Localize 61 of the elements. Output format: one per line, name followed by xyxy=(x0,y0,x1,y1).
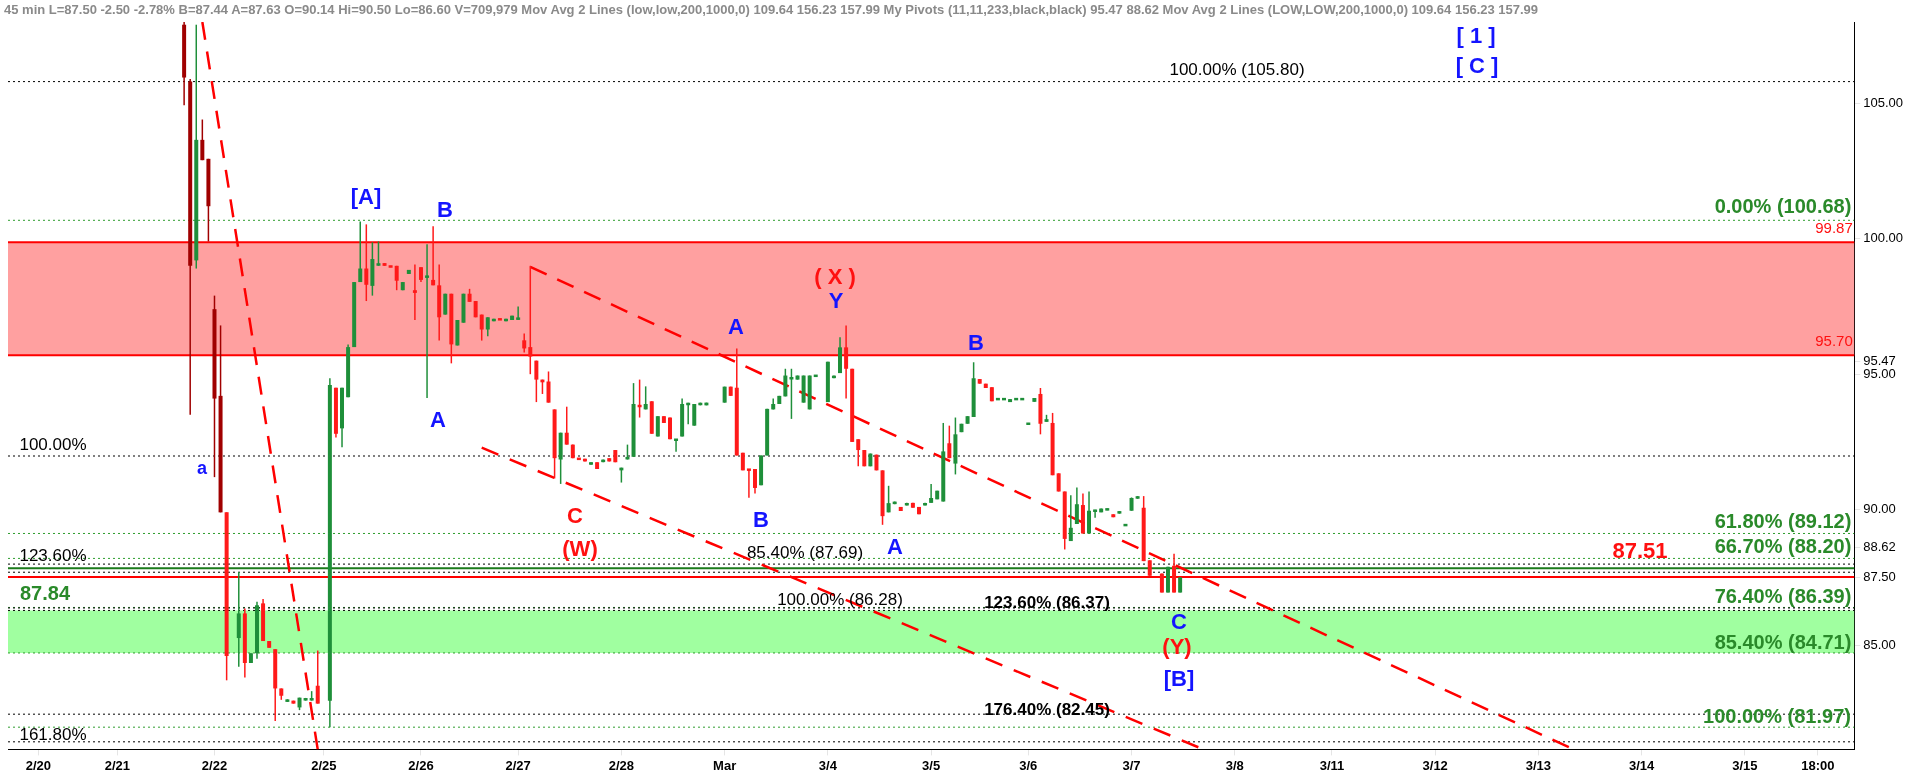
annotation: A xyxy=(728,314,745,340)
x-tick-label: 2/22 xyxy=(201,757,228,773)
y-tick-label: 85.00 xyxy=(1863,636,1896,652)
x-tick-label: Mar xyxy=(713,757,737,773)
annotation: 100.00% (81.97) xyxy=(1703,704,1851,727)
annotation: [ C ] xyxy=(1455,53,1499,79)
x-tick-label: 3/6 xyxy=(1019,757,1038,773)
x-tick-label: 3/13 xyxy=(1525,757,1552,773)
annotation: 100.00% xyxy=(19,434,87,454)
annotation: ( X ) xyxy=(814,264,856,290)
annotation: 95.70 xyxy=(1815,332,1853,350)
x-tick-label: 3/11 xyxy=(1319,757,1345,773)
annotation: Y xyxy=(828,288,844,314)
annotation: 76.40% (86.39) xyxy=(1714,584,1852,607)
annotation: C xyxy=(567,503,584,529)
x-tick-label: 3/12 xyxy=(1422,757,1448,773)
annotation: 123.60% (86.37) xyxy=(984,592,1110,612)
y-tick-label: 88.62 xyxy=(1863,538,1896,554)
annotation: [A] xyxy=(350,184,382,210)
x-tick-label: 3/8 xyxy=(1225,757,1244,773)
y-tick-label: 105.00 xyxy=(1863,94,1903,110)
y-tick-label: 90.00 xyxy=(1863,501,1896,517)
annotation: 85.40% (87.69) xyxy=(746,542,864,562)
x-tick-label: 2/25 xyxy=(311,757,337,773)
x-tick-label: 3/15 xyxy=(1732,757,1758,773)
annotation: 123.60% xyxy=(19,545,87,565)
x-tick-label: 2/21 xyxy=(104,757,130,773)
annotation: 66.70% (88.20) xyxy=(1714,534,1852,557)
annotation: C xyxy=(1171,609,1188,635)
annotation: A xyxy=(430,407,447,433)
annotation: A xyxy=(887,534,904,560)
annotation: B xyxy=(968,330,984,356)
y-tick-label: 87.50 xyxy=(1863,568,1896,584)
annotation: 87.84 xyxy=(19,581,71,604)
annotation: B xyxy=(753,507,769,533)
x-tick-label: 3/7 xyxy=(1122,757,1141,773)
annotation: 87.51 xyxy=(1612,538,1668,564)
annotation: 61.80% (89.12) xyxy=(1714,509,1852,532)
annotation: 85.40% (84.71) xyxy=(1714,630,1852,653)
chart-title: 45 min L=87.50 -2.50 -2.78% B=87.44 A=87.63 O=90.14 Hi=90.50 Lo=86.60 V=709,979 Mov Avg 2 Lines (low,low,200,1000,0) 109.64 156.23 157.99 My Pivots (11,11,233,black,black) 95.47 88.62 Mov Avg 2 Lines (LOW,LOW,200,1000,0) 109.64 156.23 157.99 xyxy=(4,2,1539,17)
x-tick-label: 2/27 xyxy=(505,757,531,773)
annotation: a xyxy=(196,457,208,478)
x-tick-label: 3/5 xyxy=(922,757,941,773)
x-tick-label: 2/20 xyxy=(25,757,52,773)
annotation: 99.87 xyxy=(1815,219,1853,237)
x-tick-label: 2/26 xyxy=(408,757,434,773)
x-tick-label: 3/14 xyxy=(1629,757,1656,773)
x-tick-label: 2/28 xyxy=(608,757,635,773)
x-tick-label: 18:00 xyxy=(1801,757,1835,773)
annotation: [B] xyxy=(1163,666,1195,692)
annotation: (W) xyxy=(562,536,598,562)
annotation: B xyxy=(437,197,453,223)
annotation: 161.80% xyxy=(19,724,87,744)
x-tick-label: 3/4 xyxy=(818,757,838,773)
annotation: 100.00% (86.28) xyxy=(777,589,903,609)
annotation: 176.40% (82.45) xyxy=(984,699,1110,719)
annotation: 100.00% (105.80) xyxy=(1169,59,1305,79)
y-tick-label: 100.00 xyxy=(1863,230,1903,246)
annotation: (Y) xyxy=(1162,634,1192,660)
annotation: [ 1 ] xyxy=(1456,23,1496,49)
annotation: 0.00% (100.68) xyxy=(1714,194,1852,217)
